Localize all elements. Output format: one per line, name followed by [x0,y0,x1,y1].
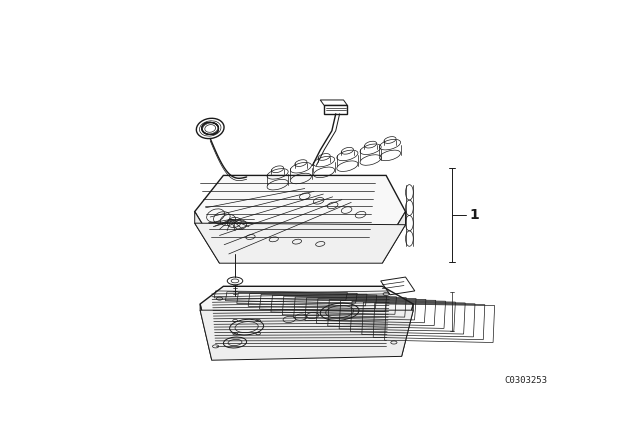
Polygon shape [200,310,413,360]
Polygon shape [195,223,406,263]
Polygon shape [382,211,406,263]
Polygon shape [402,304,413,356]
Polygon shape [195,176,406,252]
Text: C0303253: C0303253 [504,376,547,385]
Text: 1: 1 [469,208,479,223]
Polygon shape [200,304,212,360]
Polygon shape [200,286,413,354]
Polygon shape [195,211,220,263]
